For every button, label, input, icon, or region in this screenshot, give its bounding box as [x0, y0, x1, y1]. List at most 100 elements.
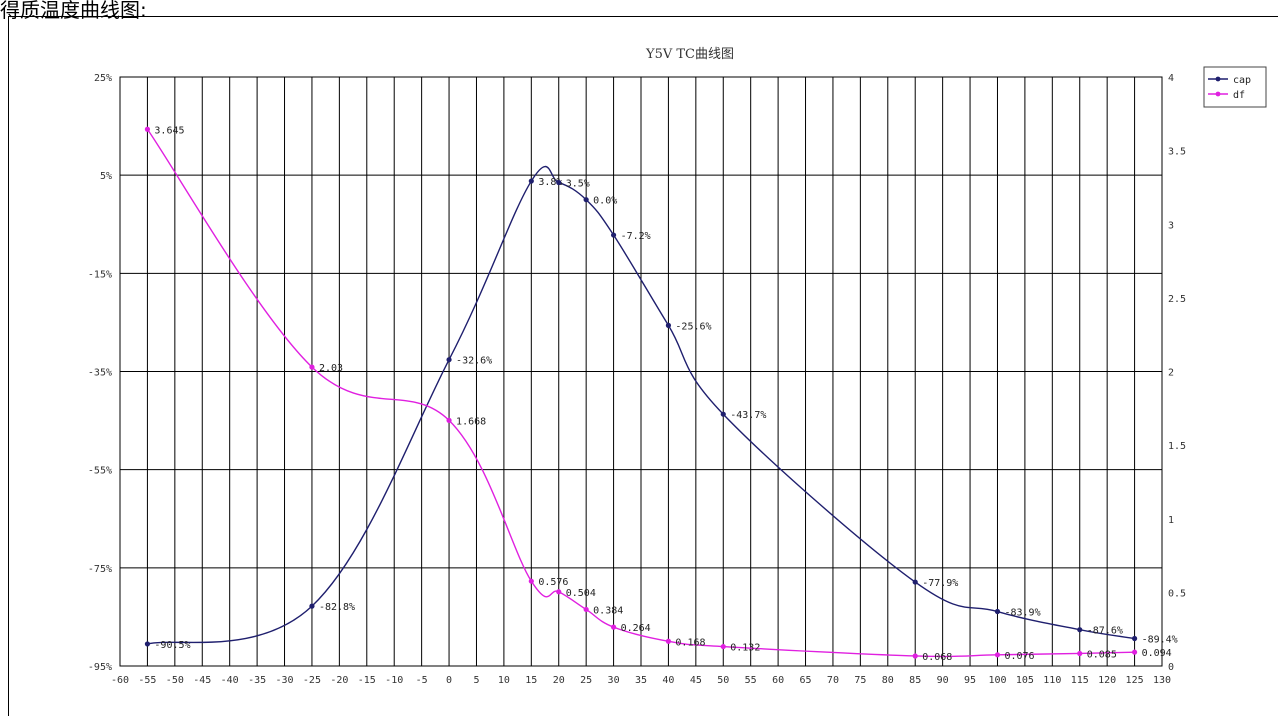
x-tick-label: 115	[1071, 675, 1089, 686]
data-point-df	[1077, 650, 1083, 657]
chart-series: -90.5% -82.8% -32.6% 3.8% 3.5%0.0% -7.2% -25.6…	[144, 125, 1178, 663]
data-point-df	[309, 364, 315, 370]
y-right-tick-label: 3.5	[1168, 147, 1186, 158]
data-point-df	[994, 652, 1001, 658]
x-tick-label: 50	[717, 675, 729, 686]
data-point-df	[556, 589, 562, 595]
data-label-cap: -89.4%	[1142, 635, 1178, 646]
data-point-cap	[583, 197, 589, 203]
x-tick-label: -50	[166, 675, 184, 686]
x-tick-label: 105	[1016, 675, 1034, 686]
x-tick-label: 130	[1153, 675, 1171, 686]
x-tick-label: -20	[330, 675, 348, 686]
chart-title: Y5V TC曲线图	[645, 47, 734, 62]
data-point-df	[912, 653, 918, 659]
y-right-tick-label: 2.5	[1168, 294, 1186, 305]
data-label-df: 2.03	[319, 363, 343, 374]
data-label-df: 0.076	[1004, 651, 1034, 662]
x-tick-label: 45	[690, 675, 702, 686]
data-label-df: 0.384	[593, 605, 623, 616]
legend-label-df: df	[1233, 90, 1245, 101]
data-point-df	[665, 638, 672, 644]
data-point-cap	[1077, 627, 1083, 633]
data-label-cap: 3.5%	[566, 179, 590, 190]
x-tick-label: 85	[909, 675, 921, 686]
chart-axes: 25% 5% -15% -35% -55% -75% -95% 4 3.5 3 2.5 2 1.5 1 0.…	[88, 73, 1186, 686]
x-tick-label: 30	[608, 675, 620, 686]
data-point-cap	[144, 641, 151, 647]
x-tick-label: -5	[416, 675, 428, 686]
x-tick-label: 125	[1126, 675, 1144, 686]
x-tick-label: -45	[193, 675, 211, 686]
data-label-cap: -7.2%	[621, 231, 651, 242]
x-tick-label: 90	[937, 675, 949, 686]
series-line-df	[146, 128, 1135, 658]
data-point-cap	[446, 357, 452, 363]
y-left-tick-label: 25%	[94, 73, 112, 84]
x-tick-label: -10	[385, 675, 403, 686]
y-left-tick-label: -55%	[88, 466, 112, 477]
data-label-cap: -82.8%	[319, 602, 355, 613]
data-label-df: 0.168	[675, 637, 705, 648]
x-tick-label: -55	[138, 675, 156, 686]
data-point-cap	[556, 179, 562, 186]
data-label-df: 0.264	[621, 623, 651, 634]
data-label-df: 0.068	[922, 652, 952, 663]
x-tick-label: 75	[854, 675, 866, 686]
y-left-tick-label: -75%	[88, 564, 112, 575]
y-right-tick-label: 0	[1168, 662, 1174, 673]
y-right-tick-label: 3	[1168, 220, 1174, 231]
data-label-cap: -83.9%	[1004, 608, 1040, 619]
x-tick-label: 70	[827, 675, 839, 686]
data-label-cap: -87.6%	[1087, 626, 1123, 637]
x-tick-label: 0	[446, 675, 452, 686]
legend-label-cap: cap	[1233, 75, 1251, 86]
x-tick-label: 5	[473, 675, 479, 686]
x-tick-label: -15	[358, 675, 376, 686]
data-label-cap: -25.6%	[675, 321, 711, 332]
x-tick-label: 35	[635, 675, 647, 686]
y-right-tick-label: 2	[1168, 368, 1174, 379]
data-point-cap	[994, 608, 1001, 615]
data-point-df	[720, 643, 726, 650]
data-point-cap	[912, 579, 918, 585]
y-left-tick-label: 5%	[100, 171, 112, 182]
data-label-cap: -90.5%	[154, 640, 190, 651]
x-tick-label: 15	[525, 675, 537, 686]
data-point-cap	[528, 178, 534, 184]
y-left-tick-label: -15%	[88, 269, 112, 280]
y-left-tick-label: -35%	[88, 368, 112, 379]
x-tick-label: 60	[772, 675, 784, 686]
data-label-df: 0.576	[538, 577, 568, 588]
data-label-cap: -43.7%	[730, 410, 766, 421]
data-point-cap	[309, 603, 315, 609]
data-point-cap	[665, 322, 672, 328]
data-label-df: 3.645	[154, 125, 184, 136]
x-tick-label: 120	[1098, 675, 1116, 686]
data-label-cap: 0.0%	[593, 196, 617, 207]
chart-grid	[119, 76, 1163, 667]
x-tick-label: -35	[248, 675, 266, 686]
data-point-df	[610, 624, 617, 630]
x-tick-label: 40	[662, 675, 674, 686]
x-tick-label: -40	[221, 675, 239, 686]
data-label-df: 0.094	[1142, 648, 1172, 659]
data-point-cap	[720, 411, 726, 417]
x-tick-label: 25	[580, 675, 592, 686]
y-right-tick-label: 4	[1168, 73, 1174, 84]
legend-box	[1203, 66, 1267, 108]
y-right-tick-label: 0.5	[1168, 588, 1186, 599]
data-label-cap: 3.8%	[538, 177, 562, 188]
data-point-df	[583, 606, 589, 613]
x-tick-label: 65	[800, 675, 812, 686]
x-tick-label: -25	[303, 675, 321, 686]
series-cap: -90.5% -82.8% -32.6% 3.8% 3.5%0.0% -7.2% -25.6…	[144, 165, 1178, 651]
chart-frame	[8, 16, 1278, 716]
x-tick-label: 10	[498, 675, 510, 686]
y-right-tick-label: 1.5	[1168, 441, 1186, 452]
plot-border	[119, 76, 1163, 667]
data-point-cap	[610, 232, 617, 238]
legend-marker-cap	[1215, 76, 1221, 82]
